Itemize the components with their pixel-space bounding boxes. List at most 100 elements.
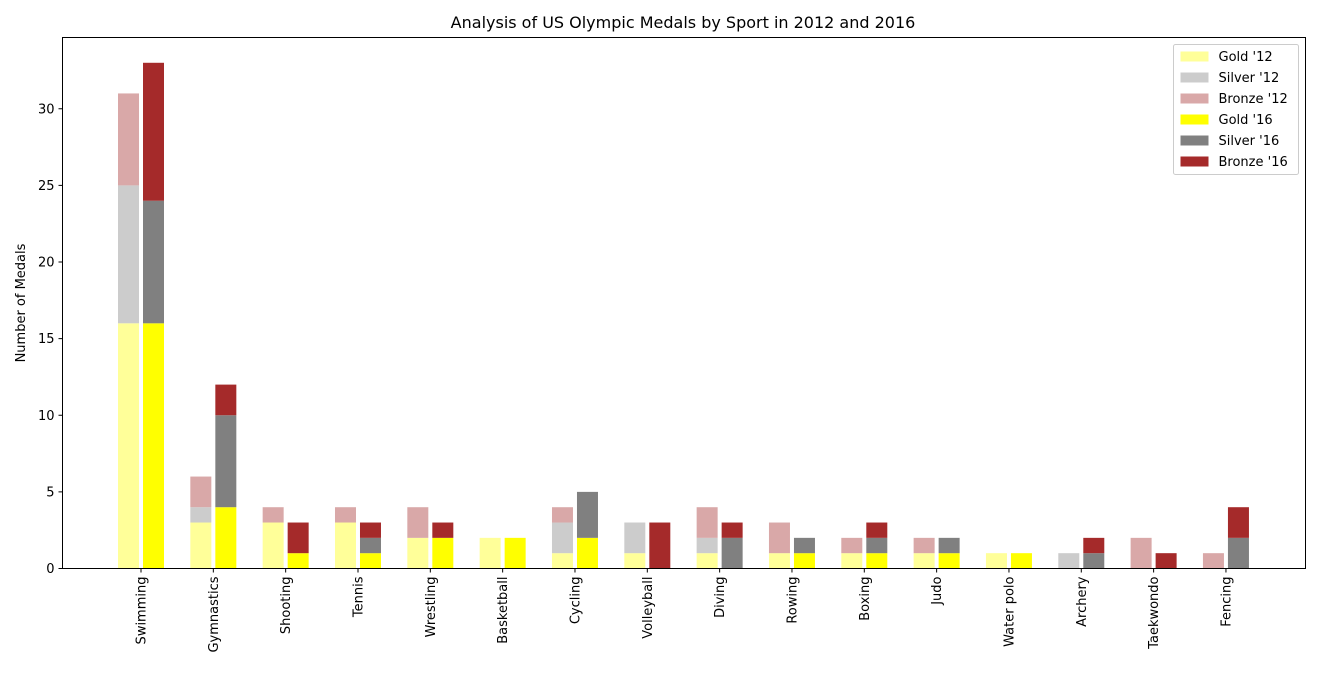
bar-judo-series-2 <box>913 537 935 554</box>
legend-label: Bronze '12 <box>1219 92 1288 107</box>
legend-swatch <box>1180 93 1209 104</box>
x-tick-label: Basketball <box>496 577 511 644</box>
bar-shooting-series-2 <box>262 507 284 523</box>
bar-gymnastics-series-0 <box>190 522 212 569</box>
bar-wrestling-series-0 <box>407 537 429 569</box>
plot-frame <box>62 37 1306 569</box>
bar-diving-series-4 <box>721 537 743 569</box>
bar-tennis-series-4 <box>359 537 381 554</box>
bar-shooting-series-3 <box>287 553 309 569</box>
x-tick-label: Wrestling <box>424 577 439 638</box>
bar-boxing-series-2 <box>841 537 863 554</box>
bar-taekwondo-series-5 <box>1155 553 1177 569</box>
bar-water-polo-series-3 <box>1010 553 1032 569</box>
bar-swimming-series-2 <box>118 93 139 186</box>
bar-judo-series-4 <box>938 537 960 554</box>
bar-gymnastics-series-5 <box>215 384 237 416</box>
bar-boxing-series-4 <box>866 537 888 554</box>
y-axis-label: Number of Medals <box>14 243 29 362</box>
x-axis-ticks: Swimming Gymnastics Shooting Tennis Wrestlin… <box>135 568 1234 653</box>
y-tick-label: 5 <box>46 485 54 500</box>
bar-water-polo-series-0 <box>985 553 1007 569</box>
bar-cycling-series-3 <box>576 537 598 569</box>
legend-swatch <box>1180 51 1209 62</box>
bar-diving-series-2 <box>696 507 718 538</box>
y-axis-ticks: 0 5 10 15 20 25 30 <box>38 102 63 577</box>
legend-swatch <box>1180 72 1209 83</box>
bar-volleyball-series-1 <box>624 522 646 554</box>
x-tick-label: Shooting <box>279 577 294 635</box>
x-tick-label: Judo <box>930 576 945 605</box>
legend-label: Silver '12 <box>1219 71 1280 86</box>
bar-rowing-series-4 <box>793 537 815 554</box>
bar-gymnastics-series-1 <box>190 507 212 523</box>
legend-label: Silver '16 <box>1219 134 1280 149</box>
x-tick-label: Cycling <box>568 577 583 625</box>
bar-wrestling-series-5 <box>432 522 454 538</box>
bar-fencing-series-2 <box>1202 553 1224 569</box>
bar-shooting-series-0 <box>262 522 284 569</box>
chart-title: Analysis of US Olympic Medals by Sport i… <box>451 13 916 32</box>
y-tick-label: 10 <box>38 409 55 424</box>
bar-volleyball-series-0 <box>624 553 646 569</box>
x-tick-label: Rowing <box>785 577 800 624</box>
bar-tennis-series-5 <box>359 522 381 538</box>
x-tick-label: Swimming <box>135 577 150 645</box>
x-tick-label: Taekwondo <box>1147 576 1162 649</box>
bar-shooting-series-5 <box>287 522 309 554</box>
bar-gymnastics-series-3 <box>215 507 237 569</box>
legend-label: Bronze '16 <box>1219 155 1288 170</box>
y-tick-label: 15 <box>38 332 55 347</box>
y-tick-label: 30 <box>38 102 55 117</box>
bar-swimming-series-1 <box>118 185 139 324</box>
x-tick-label: Tennis <box>351 576 366 618</box>
bar-archery-series-4 <box>1083 553 1105 569</box>
y-tick-label: 25 <box>38 179 55 194</box>
legend-swatch <box>1180 114 1209 125</box>
bar-cycling-series-0 <box>551 553 573 569</box>
bar-taekwondo-series-2 <box>1130 537 1152 569</box>
bar-diving-series-0 <box>696 553 718 569</box>
bar-cycling-series-2 <box>551 507 573 523</box>
bar-wrestling-series-2 <box>407 507 429 538</box>
bar-swimming-series-4 <box>143 200 164 324</box>
x-tick-label: Boxing <box>858 577 873 621</box>
bar-swimming-series-5 <box>143 62 164 201</box>
x-tick-label: Water polo <box>1002 576 1017 646</box>
x-tick-label: Volleyball <box>641 577 656 639</box>
bar-judo-series-3 <box>938 553 960 569</box>
bar-boxing-series-0 <box>841 553 863 569</box>
x-tick-label: Archery <box>1075 576 1090 627</box>
bar-tennis-series-3 <box>359 553 381 569</box>
bar-basketball-series-3 <box>504 537 526 569</box>
y-tick-label: 0 <box>46 562 54 577</box>
bar-tennis-series-0 <box>334 522 356 569</box>
legend: Gold '12 Silver '12 Bronze '12 Gold '16 Silv… <box>1173 44 1299 175</box>
bar-tennis-series-2 <box>334 507 356 523</box>
legend-swatch <box>1180 135 1209 146</box>
bar-rowing-series-2 <box>768 522 790 554</box>
bar-boxing-series-3 <box>866 553 888 569</box>
bar-gymnastics-series-2 <box>190 476 212 508</box>
x-tick-label: Gymnastics <box>207 576 222 652</box>
bar-cycling-series-4 <box>576 491 598 538</box>
bar-judo-series-0 <box>913 553 935 569</box>
legend-swatch <box>1180 156 1209 167</box>
bar-gymnastics-series-4 <box>215 415 237 508</box>
bar-archery-series-5 <box>1083 537 1105 554</box>
bar-fencing-series-4 <box>1227 537 1249 569</box>
legend-label: Gold '12 <box>1219 50 1273 65</box>
bar-swimming-series-3 <box>143 323 164 569</box>
bar-archery-series-1 <box>1058 553 1080 569</box>
bar-basketball-series-0 <box>479 537 501 569</box>
bar-rowing-series-0 <box>768 553 790 569</box>
bar-swimming-series-0 <box>118 323 139 569</box>
bar-diving-series-5 <box>721 522 743 538</box>
legend-label: Gold '16 <box>1219 113 1273 128</box>
bars-group <box>118 62 1249 569</box>
bar-diving-series-1 <box>696 537 718 554</box>
bar-cycling-series-1 <box>551 522 573 554</box>
x-tick-label: Fencing <box>1219 577 1234 627</box>
x-tick-label: Diving <box>713 577 728 618</box>
